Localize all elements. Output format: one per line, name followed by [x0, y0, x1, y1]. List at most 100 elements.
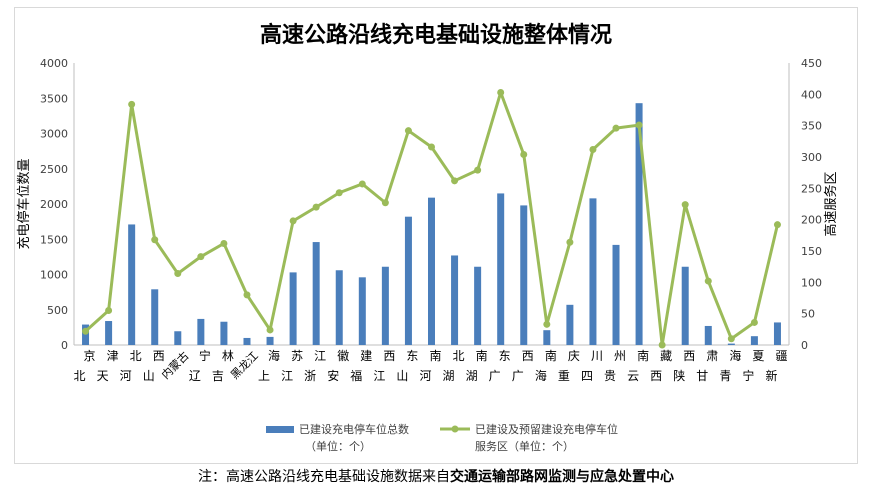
line-point: [381, 199, 389, 207]
category-label: 贵: [604, 369, 616, 383]
right-axis-title: 高速服务区: [823, 171, 839, 236]
source-note-agency: 交通运输部路网监测与应急处置中心: [450, 469, 674, 485]
category-label: 苏: [291, 349, 303, 363]
bar: [128, 224, 136, 345]
bar: [543, 330, 551, 345]
line-point: [566, 238, 574, 246]
bar: [750, 336, 758, 345]
line-point: [658, 341, 666, 349]
bar: [82, 324, 90, 345]
category-label: 山: [396, 369, 408, 383]
category-label: 甘: [696, 369, 708, 383]
right-tick-label: 450: [801, 57, 822, 70]
category-label: 宁: [199, 348, 211, 363]
right-tick-label: 200: [801, 214, 822, 227]
bar: [105, 321, 113, 345]
category-label: 北: [74, 369, 86, 383]
category-label: 西: [683, 349, 695, 363]
category-label: 京: [84, 349, 96, 363]
bar: [635, 103, 643, 345]
legend-bar-label: 已建设充电停车位总数: [299, 422, 409, 436]
line-point: [497, 88, 505, 96]
bar: [566, 304, 574, 345]
category-label: 广: [512, 369, 524, 383]
category-label: 西: [383, 349, 395, 363]
category-label: 福: [350, 368, 362, 383]
bar: [335, 270, 343, 345]
category-label: 西: [650, 369, 662, 383]
left-axis-title: 充电停车位数量: [16, 158, 32, 249]
category-label: 津: [107, 349, 119, 363]
source-note-prefix: 注：高速公路沿线充电基础设施数据来自: [198, 469, 450, 485]
bar: [451, 255, 459, 345]
line-point: [312, 203, 320, 211]
chart-title: 高速公路沿线充电基础设施整体情况: [260, 22, 612, 48]
bar: [174, 331, 182, 345]
category-label: 北: [130, 349, 142, 363]
category-label: 吉: [212, 369, 224, 383]
category-label: 江: [373, 369, 385, 383]
right-tick-label: 300: [801, 151, 822, 164]
line-point: [612, 124, 620, 132]
category-label: 藏: [660, 349, 672, 363]
category-label: 江: [281, 369, 293, 383]
bar: [704, 325, 712, 345]
right-tick-label: 400: [801, 88, 822, 101]
category-label: 上: [258, 369, 270, 383]
line-point: [681, 201, 689, 209]
bar: [266, 336, 274, 345]
line-point: [128, 100, 136, 108]
category-label: 浙: [304, 369, 316, 383]
right-tick-label: 350: [801, 120, 822, 133]
category-label: 海: [535, 368, 547, 383]
category-label: 河: [419, 369, 431, 383]
category-label: 疆: [775, 349, 787, 363]
bar: [612, 244, 620, 345]
left-tick-label: 4000: [40, 57, 68, 70]
category-label: 东: [499, 349, 511, 363]
line-point: [220, 239, 228, 247]
category-label: 湖: [466, 368, 478, 383]
category-label: 云: [627, 369, 639, 383]
line-point: [451, 177, 459, 185]
left-tick-label: 3500: [40, 92, 68, 105]
bar: [243, 337, 251, 345]
category-label: 肃: [706, 349, 718, 363]
line-point: [474, 166, 482, 174]
line-point: [358, 180, 366, 188]
line-point: [704, 277, 712, 285]
category-label: 西: [522, 349, 534, 363]
legend-bar-label: （单位：个）: [305, 439, 371, 453]
category-label: 北: [453, 349, 465, 363]
category-label: 广: [489, 369, 501, 383]
category-label: 江: [314, 349, 326, 363]
bar: [312, 242, 320, 345]
left-tick-label: 3000: [40, 128, 68, 141]
category-label: 海: [729, 348, 741, 363]
line-point: [197, 253, 205, 261]
category-label: 河: [120, 369, 132, 383]
bar: [497, 193, 505, 345]
category-label: 西: [153, 349, 165, 363]
bar: [289, 272, 297, 345]
left-tick-label: 2000: [40, 198, 68, 211]
category-label: 湖: [443, 368, 455, 383]
right-tick-label: 0: [801, 339, 808, 352]
legend-line-label: 已建设及预留建设充电停车位: [475, 422, 618, 436]
category-label: 陕: [673, 368, 685, 383]
right-tick-label: 50: [801, 308, 815, 321]
category-label: 建: [360, 349, 372, 363]
line-point: [543, 320, 551, 328]
category-label: 东: [406, 349, 418, 363]
line-point: [151, 236, 159, 244]
left-tick-label: 0: [61, 339, 68, 352]
category-label: 青: [719, 369, 731, 383]
bar: [681, 266, 689, 345]
category-label: 重: [558, 369, 570, 383]
line-point: [243, 291, 251, 299]
line-point: [266, 326, 274, 334]
bar: [474, 266, 482, 345]
left-tick-label: 1500: [40, 233, 68, 246]
category-label: 海: [268, 348, 280, 363]
